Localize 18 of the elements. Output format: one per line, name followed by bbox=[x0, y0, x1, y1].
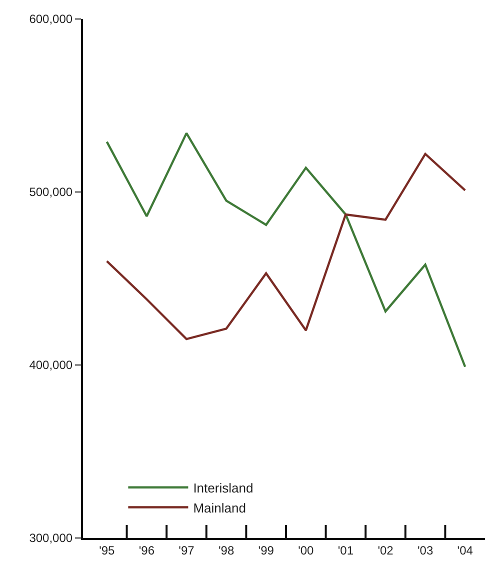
line-series bbox=[106, 152, 466, 340]
x-tick-label: '02 bbox=[378, 543, 394, 558]
y-tick-label: 600,000 bbox=[29, 12, 73, 26]
x-tick-label: '00 bbox=[298, 543, 314, 558]
y-tick-label: 500,000 bbox=[29, 185, 73, 200]
legend-label: Mainland bbox=[193, 500, 246, 516]
line-series bbox=[106, 132, 466, 368]
x-tick-label: '03 bbox=[417, 543, 434, 558]
y-tick-label: 400,000 bbox=[29, 358, 73, 372]
x-tick-label: '98 bbox=[218, 543, 234, 558]
x-tick-label: '97 bbox=[178, 543, 195, 558]
x-tick-label: '99 bbox=[258, 543, 274, 558]
legend-label: Interisland bbox=[193, 480, 254, 496]
x-tick-label: '04 bbox=[457, 543, 474, 558]
x-tick-label: '01 bbox=[338, 543, 354, 558]
y-tick-label: 300,000 bbox=[29, 531, 73, 546]
x-tick-label: '95 bbox=[99, 543, 116, 558]
x-tick-label: '96 bbox=[138, 543, 155, 558]
